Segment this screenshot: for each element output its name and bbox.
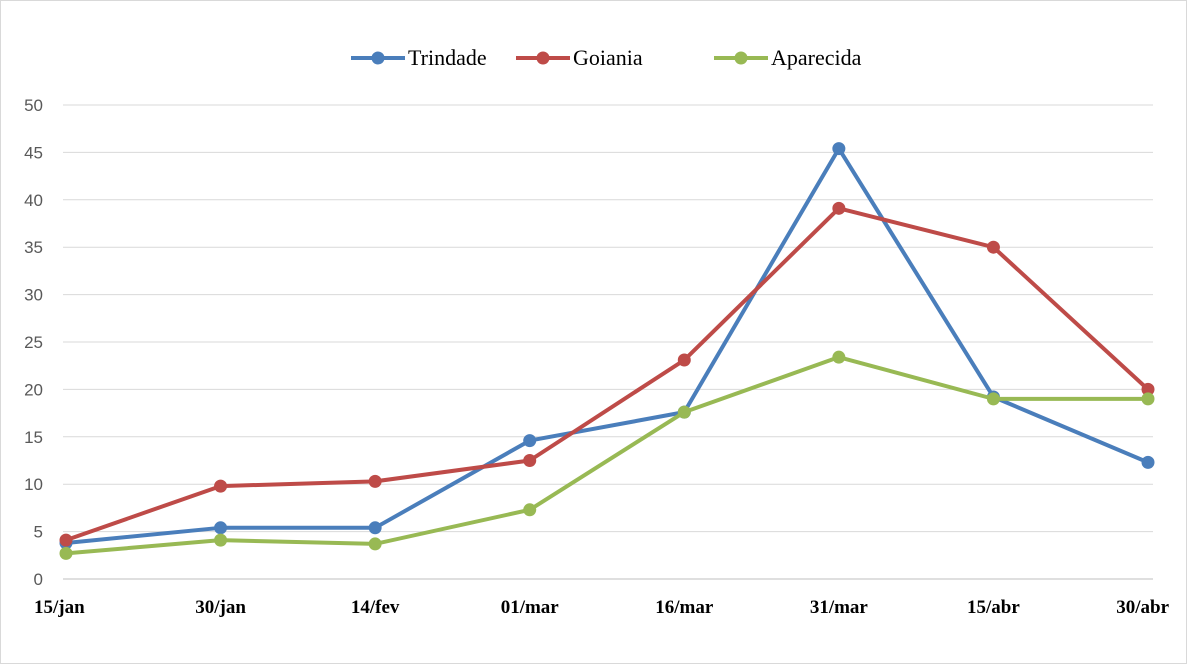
series-line-goiania <box>64 206 1150 543</box>
data-point-aparecida <box>832 350 846 364</box>
x-tick-label: 15/jan <box>34 597 85 618</box>
x-tick-label: 14/fev <box>351 597 400 618</box>
legend-label: Aparecida <box>771 45 862 70</box>
legend-marker <box>734 51 748 65</box>
data-point-aparecida <box>986 392 1000 406</box>
x-tick-label: 30/jan <box>195 597 246 618</box>
data-point-trindade <box>832 142 846 156</box>
data-point-trindade <box>523 434 537 448</box>
y-tick-label: 10 <box>24 475 43 494</box>
legend: Trindade Goiania Aparecida <box>351 45 862 70</box>
data-point-aparecida <box>368 537 382 551</box>
data-point-goiania <box>986 240 1000 254</box>
data-point-aparecida <box>59 546 73 560</box>
grid-lines <box>63 104 1153 533</box>
x-tick-label: 15/abr <box>967 597 1020 618</box>
data-point-goiania <box>368 474 382 488</box>
x-tick-label: 16/mar <box>655 597 714 618</box>
y-tick-label: 20 <box>24 380 43 399</box>
y-tick-label: 45 <box>24 143 43 162</box>
data-point-goiania <box>59 533 73 547</box>
y-tick-label: 25 <box>24 333 43 352</box>
series-lines <box>59 142 1155 560</box>
y-tick-label: 5 <box>34 523 43 542</box>
legend-marker <box>371 51 385 65</box>
x-tick-label: 31/mar <box>810 597 869 618</box>
x-tick-label: 30/abr <box>1116 597 1169 618</box>
data-point-goiania <box>1141 382 1155 396</box>
series-line-aparecida <box>64 355 1150 556</box>
data-point-trindade <box>1141 455 1155 469</box>
legend-label: Goiania <box>573 45 643 70</box>
x-tick-label: 01/mar <box>501 597 560 618</box>
y-tick-label: 15 <box>24 428 43 447</box>
data-point-goiania <box>523 454 537 467</box>
data-point-aparecida <box>1141 392 1155 406</box>
series-line-trindade <box>64 146 1150 545</box>
data-point-goiania <box>832 201 846 215</box>
y-tick-label: 50 <box>24 96 43 115</box>
legend-item-trindade: Trindade <box>351 45 487 70</box>
data-point-goiania <box>214 479 228 493</box>
y-tick-label: 40 <box>24 191 43 210</box>
data-point-trindade <box>214 521 228 535</box>
legend-label: Trindade <box>408 45 487 70</box>
legend-item-goiania: Goiania <box>516 45 643 70</box>
y-tick-label: 30 <box>24 286 43 305</box>
data-point-goiania <box>677 353 691 367</box>
data-point-aparecida <box>214 533 228 547</box>
y-tick-label: 35 <box>24 238 43 257</box>
legend-marker <box>536 51 550 65</box>
data-point-trindade <box>368 521 382 535</box>
data-point-aparecida <box>677 405 691 419</box>
y-tick-label: 0 <box>34 570 43 589</box>
legend-item-aparecida: Aparecida <box>714 45 862 70</box>
axes: 0 5 10 15 20 25 30 35 40 45 50 15/jan 30/jan 14/fev 01… <box>24 96 1169 618</box>
data-point-aparecida <box>523 503 537 517</box>
